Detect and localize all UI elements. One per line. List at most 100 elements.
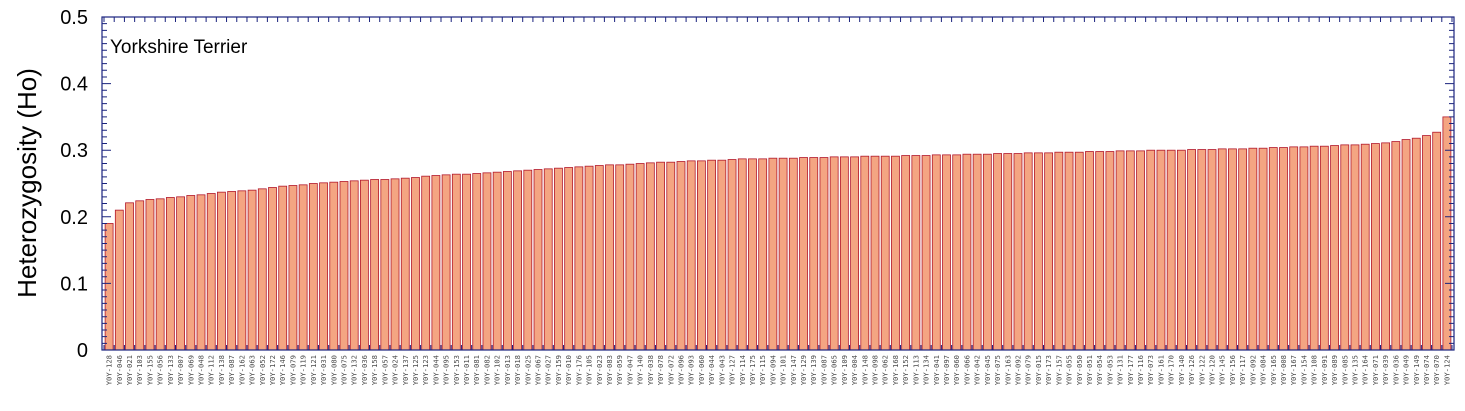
y-tick-label: 0 xyxy=(77,340,88,362)
x-tick-label: Y0Y-025 xyxy=(523,355,532,385)
bar xyxy=(523,169,533,351)
bar xyxy=(1166,149,1176,351)
x-tick-label: Y0Y-007 xyxy=(176,355,185,385)
y-axis-title: Heterozygosity (Ho) xyxy=(12,68,42,298)
x-tick-label: Y0Y-095 xyxy=(442,355,451,385)
bar xyxy=(155,198,165,351)
bar xyxy=(1074,151,1084,351)
bar xyxy=(329,181,339,351)
x-tick-label: Y0Y-065 xyxy=(830,355,839,385)
x-tick-label: Y0Y-011 xyxy=(462,355,471,385)
x-tick-label: Y0Y-070 xyxy=(1432,355,1441,385)
x-tick-label: Y0Y-124 xyxy=(1442,355,1451,385)
bar xyxy=(125,202,134,351)
bar xyxy=(594,165,604,351)
bar xyxy=(931,154,941,351)
x-tick-label: Y0Y-115 xyxy=(758,355,767,385)
x-tick-label: Y0Y-156 xyxy=(1228,355,1237,385)
x-tick-label: Y0Y-043 xyxy=(717,355,726,385)
x-tick-label: Y0Y-075 xyxy=(339,355,348,385)
x-tick-label: Y0Y-062 xyxy=(881,355,890,385)
bar xyxy=(1289,146,1299,351)
bar xyxy=(1064,151,1074,351)
x-tick-label: Y0Y-023 xyxy=(595,355,604,385)
bar xyxy=(1095,151,1105,351)
bar xyxy=(1197,149,1207,351)
bar xyxy=(1279,147,1288,351)
bar xyxy=(707,159,717,351)
x-tick-label: Y0Y-082 xyxy=(482,355,491,385)
bar xyxy=(370,179,380,351)
bar xyxy=(1309,145,1319,351)
x-tick-label: Y0Y-044 xyxy=(707,355,716,385)
x-tick-label: Y0Y-132 xyxy=(350,355,359,385)
x-tick-label: Y0Y-085 xyxy=(1340,355,1349,385)
bar xyxy=(1003,153,1013,351)
bar xyxy=(554,167,563,351)
x-tick-label: Y0Y-069 xyxy=(186,355,195,385)
x-tick-label: Y0Y-015 xyxy=(1034,355,1043,385)
bar xyxy=(145,199,155,351)
y-tick-label: 0.5 xyxy=(60,7,88,29)
bar xyxy=(1442,116,1452,351)
x-tick-label: Y0Y-010 xyxy=(564,355,573,385)
y-tick-label: 0.4 xyxy=(60,74,88,96)
bar xyxy=(288,185,298,351)
x-tick-label: Y0Y-162 xyxy=(237,355,246,385)
bar xyxy=(390,178,400,351)
x-tick-label: Y0Y-048 xyxy=(197,355,206,385)
bar xyxy=(891,155,900,351)
x-tick-label: Y0Y-091 xyxy=(1320,355,1329,385)
bar xyxy=(1330,145,1339,351)
bar xyxy=(635,163,645,351)
bar xyxy=(1146,149,1156,351)
bar xyxy=(1105,151,1115,351)
bar xyxy=(1217,148,1227,351)
x-tick-label: Y0Y-089 xyxy=(1330,355,1339,385)
bar xyxy=(1360,143,1370,351)
bar xyxy=(860,155,870,351)
x-tick-label: Y0Y-004 xyxy=(850,355,859,385)
x-tick-label: Y0Y-103 xyxy=(135,355,144,385)
bar xyxy=(206,193,216,351)
bar xyxy=(1044,152,1054,351)
bar xyxy=(1013,153,1023,351)
x-tick-label: Y0Y-056 xyxy=(156,355,165,385)
x-tick-label: Y0Y-164 xyxy=(1361,355,1370,385)
bar xyxy=(1085,151,1094,351)
bar xyxy=(421,175,431,351)
x-tick-label: Y0Y-155 xyxy=(145,355,154,385)
bar xyxy=(850,156,859,351)
x-tick-label: Y0Y-158 xyxy=(370,355,379,385)
x-tick-label: Y0Y-140 xyxy=(636,355,645,385)
x-tick-label: Y0Y-044 xyxy=(431,355,440,385)
x-tick-label: Y0Y-098 xyxy=(871,355,880,385)
x-tick-label: Y0Y-109 xyxy=(840,355,849,385)
x-tick-label: Y0Y-087 xyxy=(227,355,236,385)
bar xyxy=(1391,141,1401,351)
x-tick-label: Y0Y-078 xyxy=(656,355,665,385)
bar xyxy=(1371,143,1380,351)
x-tick-label: Y0Y-072 xyxy=(666,355,675,385)
bar xyxy=(819,157,829,351)
x-tick-label: Y0Y-081 xyxy=(472,355,481,385)
bar xyxy=(717,159,727,351)
x-tick-label: Y0Y-084 xyxy=(1259,355,1268,385)
bar xyxy=(656,161,665,351)
bar xyxy=(1238,148,1248,351)
x-tick-label: Y0Y-021 xyxy=(125,355,134,385)
x-tick-label: Y0Y-139 xyxy=(809,355,818,385)
x-tick-label: Y0Y-176 xyxy=(574,355,583,385)
x-tick-label: Y0Y-134 xyxy=(922,355,931,385)
x-tick-label: Y0Y-165 xyxy=(1269,355,1278,385)
bar xyxy=(268,187,277,351)
bar xyxy=(513,170,522,351)
x-tick-label: Y0Y-046 xyxy=(115,355,124,385)
bar xyxy=(482,172,492,351)
x-tick-label: Y0Y-038 xyxy=(646,355,655,385)
x-tick-label: Y0Y-138 xyxy=(217,355,226,385)
bar xyxy=(880,155,890,351)
bar xyxy=(1023,152,1033,351)
bar xyxy=(605,164,614,351)
x-tick-label: Y0Y-079 xyxy=(1024,355,1033,385)
